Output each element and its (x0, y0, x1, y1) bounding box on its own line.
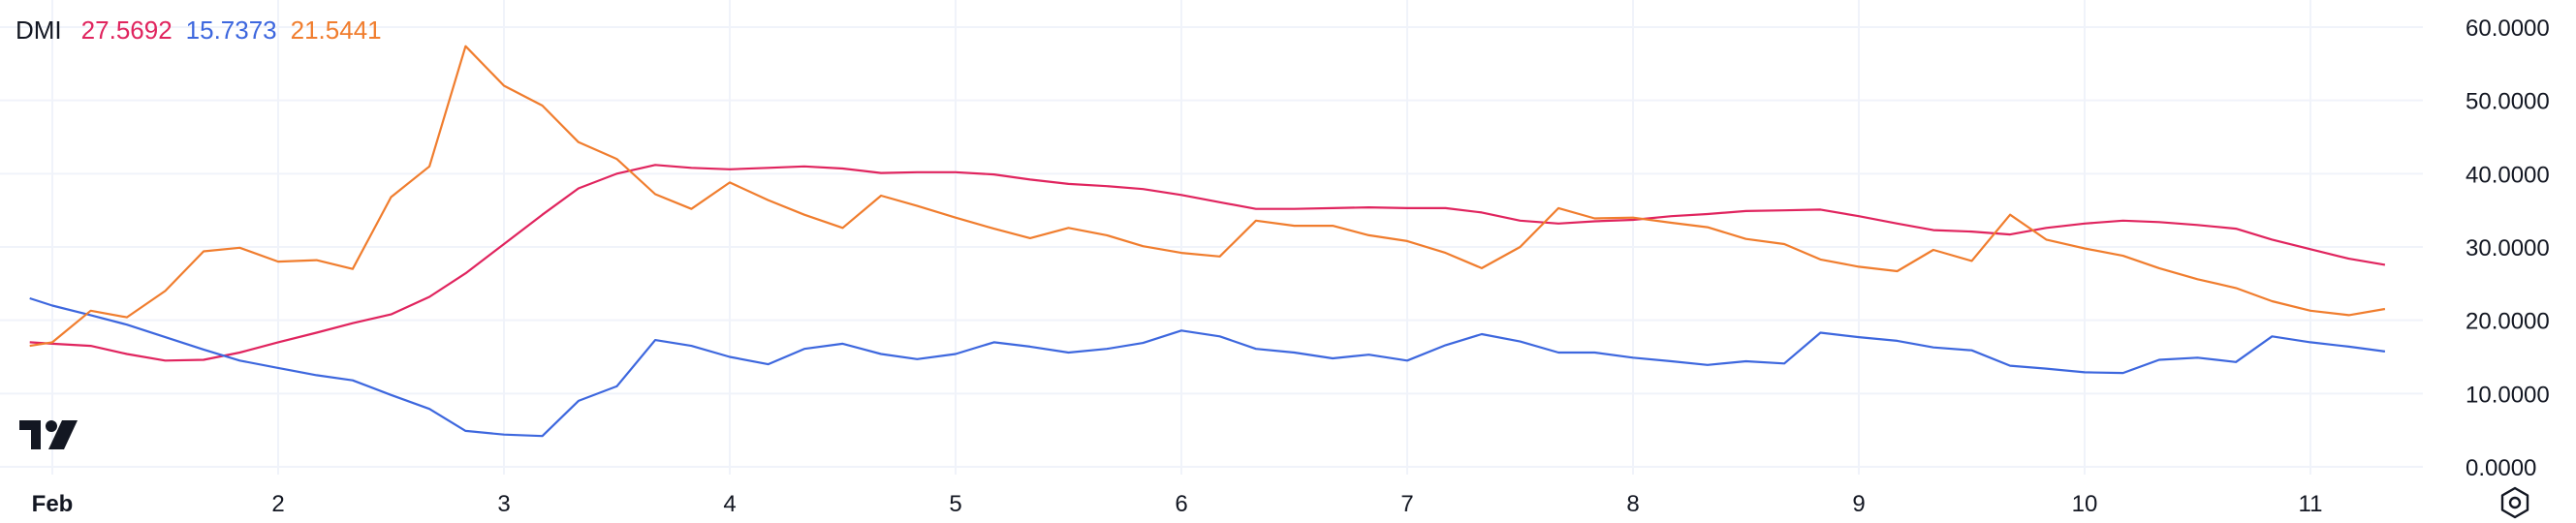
x-tick-label: 4 (723, 491, 736, 517)
x-tick-label: 8 (1626, 491, 1639, 517)
indicator-legend[interactable]: DMI 27.5692 15.7373 21.5441 (16, 14, 382, 46)
x-tick-label: 7 (1400, 491, 1413, 517)
series-2-value: 15.7373 (185, 15, 277, 45)
x-tick-label: 6 (1175, 491, 1187, 517)
settings-gear-icon[interactable] (2498, 486, 2531, 519)
x-tick-label: 5 (949, 491, 961, 517)
y-tick-label: 50.0000 (2466, 89, 2550, 115)
x-tick-label: 2 (271, 491, 284, 517)
y-tick-label: 60.0000 (2466, 15, 2550, 42)
x-tick-label: 11 (2299, 491, 2323, 517)
series-2-line[interactable] (29, 296, 2386, 438)
y-tick-label: 10.0000 (2466, 382, 2550, 408)
x-axis: Feb 2 3 4 5 6 7 8 9 10 11 (32, 491, 2323, 517)
x-tick-label: 9 (1852, 491, 1865, 517)
y-tick-label: 30.0000 (2466, 235, 2550, 262)
tradingview-logo-icon[interactable] (19, 418, 79, 451)
series-3-line[interactable] (29, 45, 2386, 348)
x-tick-label: 3 (497, 491, 510, 517)
series-lines (29, 45, 2386, 438)
series-1-value: 27.5692 (80, 15, 173, 45)
grid-lines (0, 0, 2423, 475)
series-1-line[interactable] (29, 164, 2386, 362)
y-tick-label: 20.0000 (2466, 309, 2550, 335)
x-tick-label: Feb (32, 491, 74, 517)
x-tick-label: 10 (2072, 491, 2098, 517)
series-3-value: 21.5441 (290, 15, 382, 45)
y-tick-label: 0.0000 (2466, 455, 2536, 481)
y-axis: 60.0000 50.0000 40.0000 30.0000 20.0000 10.00… (2466, 15, 2550, 481)
y-tick-label: 40.0000 (2466, 162, 2550, 188)
indicator-name[interactable]: DMI (16, 15, 62, 45)
